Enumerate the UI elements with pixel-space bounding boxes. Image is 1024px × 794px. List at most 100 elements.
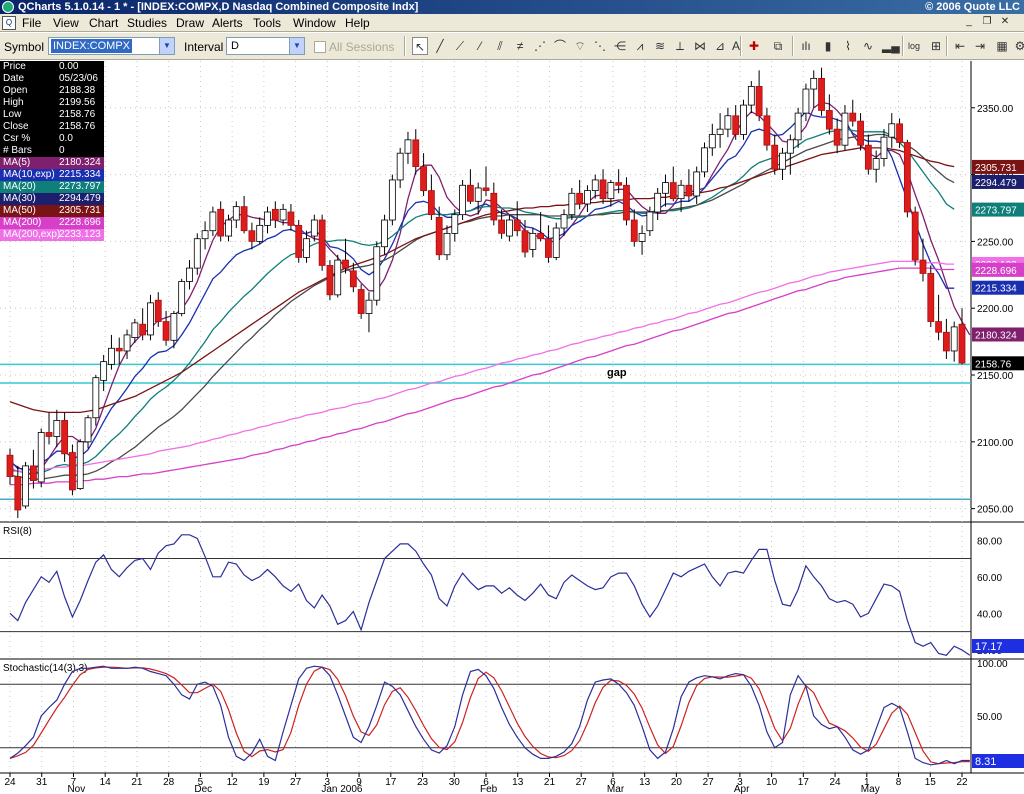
chevron-down-icon[interactable]: ▼ [159,38,174,54]
candle-chart-icon[interactable]: ▮ [824,39,832,53]
menu-file[interactable]: File [22,16,42,30]
fibonacci-icon[interactable]: ⋰ [534,39,546,53]
copy-icon[interactable]: ⧉ [773,39,783,53]
grid-icon[interactable]: ▦ [996,39,1008,53]
scroll-left-icon[interactable]: ⇤ [954,39,966,53]
properties-icon[interactable]: ⚙ [1014,39,1024,53]
candle-body [576,192,584,205]
rsi-tick-label: 80.00 [977,536,1002,547]
date-tick-label: 31 [36,777,48,788]
date-tick-label: 14 [100,777,112,788]
candle-body [256,224,264,242]
candle-body [623,184,630,221]
trendline-icon[interactable]: ╱ [436,39,444,53]
candle-body [139,323,147,336]
toolbar-separator [902,36,904,56]
candle-body [802,88,810,114]
date-tick-label: 6 [483,777,489,788]
candle-body [693,171,701,197]
candle-body [818,77,825,111]
data-window-label: Csr % [3,133,31,144]
candle-body [498,219,506,234]
interval-combo[interactable]: D ▼ [226,37,305,55]
data-window-row: MA(10,exp) 2215.334 [0,169,104,181]
candle-body [599,179,607,200]
title-bar: QCharts 5.1.0.14 - 1 * - [INDEX:COMPX,D … [0,0,1024,14]
date-tick-label: 24 [830,777,842,788]
pointer-tool-icon[interactable]: ↖ [412,37,428,55]
scroll-right-icon[interactable]: ⇥ [974,39,986,53]
restore-icon[interactable]: ❐ [982,16,992,27]
gann-icon[interactable]: ⋲ [614,39,626,53]
text-tool-icon[interactable]: A [731,39,740,53]
candle-body [513,219,521,232]
interval-input[interactable]: D [231,40,239,52]
channel-icon[interactable]: ⟂ [675,39,684,53]
date-tick-label: 17 [798,777,810,788]
candle-body [654,192,662,213]
candle-body [459,184,466,216]
candle-body [147,302,154,336]
date-tick-label: 7 [71,777,77,788]
menu-window[interactable]: Window [293,16,336,30]
candle-body [287,211,295,226]
ray-icon[interactable]: ⟋ [455,39,465,53]
data-window-label: MA(5) [3,157,31,168]
fan-icon[interactable]: ⌔ [574,39,586,53]
log-scale-icon[interactable]: log [907,41,920,51]
bar-chart-icon[interactable]: ılı [801,39,811,53]
zoom-icon[interactable]: ⊞ [930,39,942,53]
menu-alerts[interactable]: Alerts [212,16,243,30]
study-icon[interactable]: ∿ [862,39,874,53]
speed-lines-icon[interactable]: ⋱ [594,39,606,53]
data-window-value: 2199.56 [59,97,96,108]
all-sessions-checkbox[interactable] [314,41,326,53]
extended-line-icon[interactable]: ⁄ [478,39,481,53]
date-tick-label: 28 [163,777,175,788]
symbol-combo[interactable]: INDEX:COMPX ▼ [48,37,175,55]
menu-bar: Q File View Chart Studies Draw Alerts To… [0,14,1024,32]
menu-studies[interactable]: Studies [127,16,168,30]
andrews-icon[interactable]: ⩘ [636,39,644,53]
date-tick-label: 19 [258,777,270,788]
menu-chart[interactable]: Chart [89,16,119,30]
candle-body [529,232,537,250]
candle-body [61,420,69,455]
data-window-value: 2273.797 [59,181,101,192]
document-icon[interactable]: Q [2,16,16,30]
data-window-row: MA(20) 2273.797 [0,181,104,193]
toolbar: Symbol INDEX:COMPX ▼ Interval D ▼ All Se… [0,33,1024,60]
price-tag-label: 2180.324 [975,330,1017,341]
data-window-row: MA(30) 2294.479 [0,193,104,205]
tirone-icon[interactable]: ⊿ [714,39,726,53]
volume-icon[interactable]: ▂▄ [882,39,900,53]
candle-body [342,259,349,269]
interval-label: Interval [184,40,224,54]
regression-icon[interactable]: ≠ [516,39,524,53]
toolbar-separator [404,36,406,56]
month-label: Jan 2006 [321,784,363,794]
gap-annotation: gap [607,367,627,379]
line-chart-icon[interactable]: ⌇ [845,39,851,53]
close-icon[interactable]: ✕ [1000,16,1010,27]
candle-body [349,270,357,288]
ma-line [10,260,955,472]
cycle-icon[interactable]: ≋ [654,39,666,53]
menu-view[interactable]: View [53,16,79,30]
parallel-lines-icon[interactable]: ⫽ [497,39,503,53]
menu-help[interactable]: Help [345,16,370,30]
minimize-icon[interactable]: _ [966,16,972,27]
candle-body [396,152,404,181]
menu-draw[interactable]: Draw [176,16,205,30]
chart-area[interactable]: gap 2350.002300.002250.002200.002150.002… [0,61,1024,794]
symbol-input[interactable]: INDEX:COMPX [51,39,133,53]
quadrant-icon[interactable]: ⋈ [694,39,706,53]
price-tag-label: 2273.797 [975,206,1017,217]
arc-icon[interactable]: ⌒ [553,39,566,53]
price-tag-label: 2228.696 [975,266,1017,277]
chevron-down-icon[interactable]: ▼ [289,38,304,54]
candle-body [646,211,654,232]
menu-tools[interactable]: Tools [253,16,282,30]
alert-icon[interactable]: ✚ [748,39,760,53]
